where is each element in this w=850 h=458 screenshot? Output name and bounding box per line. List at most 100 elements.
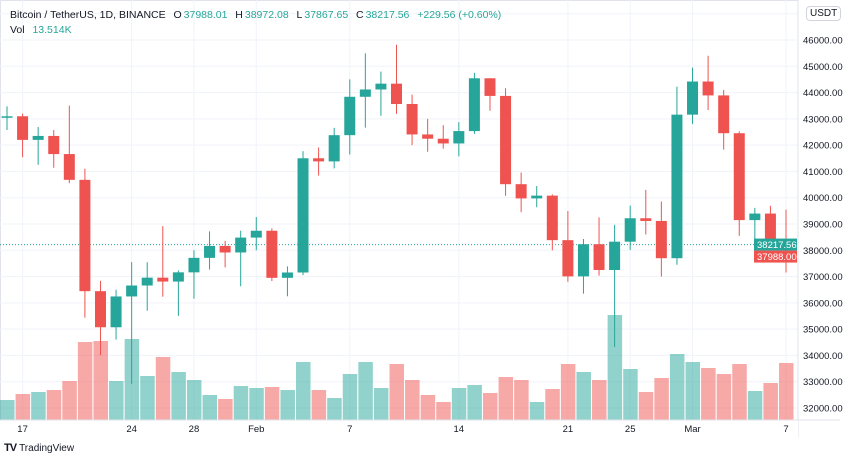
candle-body[interactable] [344, 96, 356, 136]
candle-body[interactable] [63, 154, 75, 180]
volume-bar [467, 385, 482, 425]
candle-body[interactable] [266, 230, 278, 278]
candle-body[interactable] [32, 135, 44, 140]
volume-bar [576, 372, 591, 425]
open-label: O [173, 9, 182, 21]
volume-bar [46, 390, 62, 425]
time-tick-label: 25 [625, 424, 636, 435]
candle-body[interactable] [718, 95, 730, 134]
close-label: C [356, 9, 364, 21]
candle-body[interactable] [671, 114, 683, 259]
candle-body[interactable] [422, 134, 434, 139]
candle-body[interactable] [484, 78, 496, 96]
candle-body[interactable] [437, 138, 449, 144]
candle-body[interactable] [733, 133, 745, 221]
volume-bar [545, 389, 560, 425]
candle-body[interactable] [79, 179, 91, 292]
time-tick-label: 14 [454, 424, 465, 435]
volume-bar [716, 374, 732, 425]
volume-bar [249, 388, 264, 425]
volume-bar [654, 378, 669, 425]
candle-body[interactable] [235, 237, 247, 253]
candle-body[interactable] [562, 240, 574, 277]
low-label: L [296, 9, 303, 21]
price-tick-label: 34000.00 [803, 351, 843, 362]
tradingview-brand: TradingView [19, 442, 75, 454]
time-axis[interactable] [0, 420, 798, 437]
candle-body[interactable] [328, 135, 340, 162]
symbol-title[interactable]: Bitcoin / TetherUS, 1D, BINANCE [10, 9, 166, 21]
candle-body[interactable] [359, 89, 371, 97]
candle-body[interactable] [609, 241, 621, 270]
price-tick-label: 44000.00 [803, 88, 843, 99]
time-tick-label: 7 [783, 424, 788, 435]
candle-body[interactable] [453, 131, 465, 144]
price-tick-label: 45000.00 [803, 62, 843, 73]
candle-body[interactable] [764, 213, 776, 240]
price-tick-label: 40000.00 [803, 193, 843, 204]
candle-body[interactable] [702, 81, 714, 96]
candle-body[interactable] [375, 83, 387, 90]
volume-bar [732, 364, 747, 425]
candle-body[interactable] [500, 95, 512, 185]
price-tick-label: 33000.00 [803, 377, 843, 388]
candle-body[interactable] [204, 245, 216, 258]
volume-bar [327, 398, 342, 425]
volume-bar [389, 364, 404, 425]
candle-body[interactable] [687, 81, 699, 115]
candle-body[interactable] [593, 244, 605, 270]
candle-body[interactable] [391, 83, 402, 105]
candle-body[interactable] [577, 244, 589, 277]
high-label: H [235, 9, 243, 21]
volume-bar [623, 369, 638, 425]
candle-body[interactable] [48, 135, 60, 155]
candle-body[interactable] [94, 291, 106, 328]
candle-body[interactable] [749, 213, 761, 221]
candle-body[interactable] [219, 245, 231, 253]
volume-bar [685, 362, 701, 425]
candle-body[interactable] [172, 272, 184, 282]
candle-body[interactable] [406, 104, 418, 135]
volume-bar [218, 399, 233, 425]
candle-body[interactable] [515, 184, 527, 199]
candle-body[interactable] [141, 277, 153, 286]
candle-body[interactable] [640, 218, 652, 221]
currency-badge[interactable]: USDT [806, 6, 842, 21]
last-close-badge [754, 250, 797, 263]
price-tick-label: 38000.00 [803, 246, 843, 257]
candle-body[interactable] [157, 277, 169, 282]
time-tick-label: 17 [17, 424, 28, 435]
volume-bar [31, 392, 46, 425]
candle-body[interactable] [110, 296, 122, 328]
volume-bar [171, 372, 186, 425]
candle-body[interactable] [281, 272, 293, 278]
volume-bar [93, 341, 108, 425]
candle-body[interactable] [468, 78, 480, 132]
change-value: +229.56 (+0.60%) [417, 9, 502, 21]
candle-body[interactable] [126, 285, 138, 297]
candle-body[interactable] [1, 116, 13, 118]
time-tick-label: 7 [347, 424, 352, 435]
volume-bar [15, 394, 31, 425]
candle-body[interactable] [250, 230, 262, 238]
price-tick-label: 43000.00 [803, 114, 843, 125]
volume-bar [498, 377, 514, 425]
candle-body[interactable] [546, 195, 558, 241]
candle-body[interactable] [17, 116, 29, 140]
candle-body[interactable] [313, 158, 325, 162]
time-tick-label: Mar [684, 424, 700, 435]
candle-body[interactable] [531, 195, 543, 199]
candle-body[interactable] [624, 218, 636, 242]
volume-bar [186, 380, 202, 425]
volume-bar [482, 393, 498, 425]
time-tick-label: 28 [189, 424, 200, 435]
candle-body[interactable] [188, 257, 200, 273]
candle-body[interactable] [297, 158, 309, 273]
volume-bar [202, 395, 218, 425]
tradingview-logo[interactable]: TV TradingView [4, 442, 74, 454]
volume-bar [140, 376, 155, 425]
volume-bar [358, 362, 373, 425]
price-axis[interactable] [798, 0, 840, 437]
candle-body[interactable] [655, 220, 667, 259]
